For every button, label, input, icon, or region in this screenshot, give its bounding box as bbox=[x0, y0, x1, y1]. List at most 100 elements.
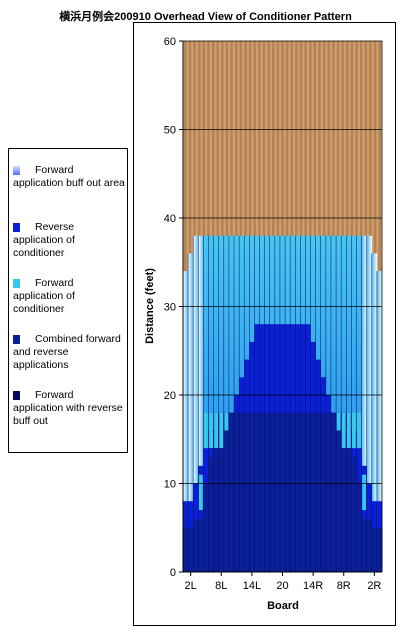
combined-application-bar bbox=[274, 412, 281, 572]
combined-application-bar bbox=[346, 448, 352, 572]
forward-application-bar bbox=[366, 235, 373, 572]
legend-item-reverse: Reverse application of conditioner bbox=[13, 221, 125, 260]
x-tick-label: 8L bbox=[215, 580, 227, 592]
forward-highlight-bar bbox=[362, 474, 367, 511]
legend-swatch bbox=[13, 279, 20, 288]
forward-highlight-bar bbox=[204, 412, 208, 449]
forward-application-bar bbox=[213, 235, 220, 572]
y-tick-label: 20 bbox=[164, 390, 176, 402]
legend-label: Forward application of conditioner bbox=[13, 277, 75, 315]
y-tick-label: 50 bbox=[164, 125, 176, 137]
combined-application-bar bbox=[300, 412, 306, 572]
combined-application-bar bbox=[249, 412, 255, 572]
combined-application-bar bbox=[376, 527, 383, 572]
combined-application-bar bbox=[269, 412, 276, 572]
forward-application-bar bbox=[351, 235, 357, 572]
chart-title: 横浜月例会200910 Overhead View of Conditioner… bbox=[59, 11, 352, 23]
legend-label: Forward application with reverse buff ou… bbox=[13, 389, 123, 427]
combined-application-bar bbox=[366, 518, 373, 572]
legend: Forward application buff out area Revers… bbox=[8, 148, 128, 453]
combined-application-bar bbox=[310, 412, 316, 572]
combined-application-bar bbox=[330, 412, 337, 572]
forward-application-bar bbox=[336, 235, 342, 572]
legend-swatch bbox=[13, 166, 20, 175]
combined-application-bar bbox=[183, 527, 189, 572]
legend-item-forward: Forward application of conditioner bbox=[13, 277, 125, 316]
combined-application-bar bbox=[356, 483, 362, 572]
forward-application-bar bbox=[228, 235, 235, 572]
forward-application-bar bbox=[188, 253, 194, 572]
x-tick-label: 2R bbox=[367, 580, 381, 592]
combined-application-bar bbox=[254, 412, 260, 572]
forward-highlight-bar bbox=[219, 412, 224, 449]
combined-application-bar bbox=[341, 448, 347, 572]
legend-item-combined: Combined forward and reverse application… bbox=[13, 333, 125, 372]
combined-application-bar bbox=[208, 456, 214, 572]
forward-application-bar bbox=[208, 235, 214, 572]
combined-application-bar bbox=[244, 412, 250, 572]
forward-application-bar bbox=[198, 235, 204, 572]
combined-application-bar bbox=[279, 412, 286, 572]
forward-highlight-bar bbox=[341, 412, 346, 449]
x-tick-label: 14L bbox=[243, 580, 261, 592]
combined-application-bar bbox=[290, 412, 296, 572]
combined-application-bar bbox=[193, 518, 199, 572]
forward-application-bar bbox=[371, 253, 378, 572]
combined-application-bar bbox=[228, 412, 235, 572]
x-axis-label: Board bbox=[267, 600, 299, 612]
legend-item-forward-buff: Forward application buff out area bbox=[13, 164, 125, 190]
forward-application-bar bbox=[346, 235, 352, 572]
forward-highlight-bar bbox=[357, 412, 361, 449]
combined-application-bar bbox=[336, 430, 342, 572]
forward-application-bar bbox=[356, 235, 362, 572]
combined-application-bar bbox=[239, 412, 245, 572]
forward-application-bar bbox=[183, 271, 189, 572]
forward-application-bar bbox=[330, 235, 337, 572]
forward-highlight-bar bbox=[214, 412, 219, 449]
y-tick-label: 30 bbox=[164, 302, 176, 314]
forward-application-bar bbox=[193, 235, 199, 572]
legend-swatch bbox=[13, 335, 20, 344]
combined-application-bar bbox=[188, 527, 194, 572]
combined-application-bar bbox=[295, 412, 301, 572]
forward-application-bar bbox=[218, 235, 225, 572]
y-tick-label: 40 bbox=[164, 213, 176, 225]
forward-highlight-bar bbox=[198, 474, 203, 511]
combined-application-bar bbox=[351, 456, 357, 572]
legend-label: Reverse application of conditioner bbox=[13, 221, 75, 259]
forward-application-bar bbox=[361, 235, 367, 572]
legend-swatch bbox=[13, 223, 20, 232]
combined-application-bar bbox=[259, 412, 265, 572]
combined-application-bar bbox=[320, 412, 327, 572]
forward-application-bar bbox=[341, 235, 347, 572]
forward-application-bar bbox=[223, 235, 230, 572]
forward-application-bar bbox=[203, 235, 209, 572]
forward-highlight-bar bbox=[209, 412, 214, 449]
y-axis-label: Distance (feet) bbox=[144, 268, 156, 344]
x-tick-label: 14R bbox=[303, 580, 323, 592]
legend-item-forward-reverse-buff: Forward application with reverse buff ou… bbox=[13, 389, 125, 428]
y-tick-label: 60 bbox=[164, 36, 176, 48]
combined-application-bar bbox=[371, 527, 378, 572]
x-tick-label: 2L bbox=[185, 580, 197, 592]
combined-application-bar bbox=[325, 412, 332, 572]
combined-application-bar bbox=[198, 518, 204, 572]
x-tick-label: 20 bbox=[276, 580, 288, 592]
legend-swatch bbox=[13, 391, 20, 400]
combined-application-bar bbox=[315, 412, 322, 572]
legend-label: Combined forward and reverse application… bbox=[13, 333, 121, 371]
chart-frame bbox=[133, 22, 396, 626]
combined-application-bar bbox=[218, 448, 225, 572]
forward-highlight-bar bbox=[346, 412, 351, 449]
combined-application-bar bbox=[264, 412, 271, 572]
combined-application-bar bbox=[305, 412, 311, 572]
forward-highlight-bar bbox=[351, 412, 356, 449]
x-axis: 2L 8L 14L 20 14R 8R 2R bbox=[185, 572, 381, 592]
legend-label: Forward application buff out area bbox=[13, 164, 125, 189]
forward-application-bar bbox=[376, 271, 383, 572]
y-tick-label: 10 bbox=[164, 479, 176, 491]
y-tick-label: 0 bbox=[170, 567, 176, 579]
combined-application-bar bbox=[361, 518, 367, 572]
combined-application-bar bbox=[285, 412, 291, 572]
